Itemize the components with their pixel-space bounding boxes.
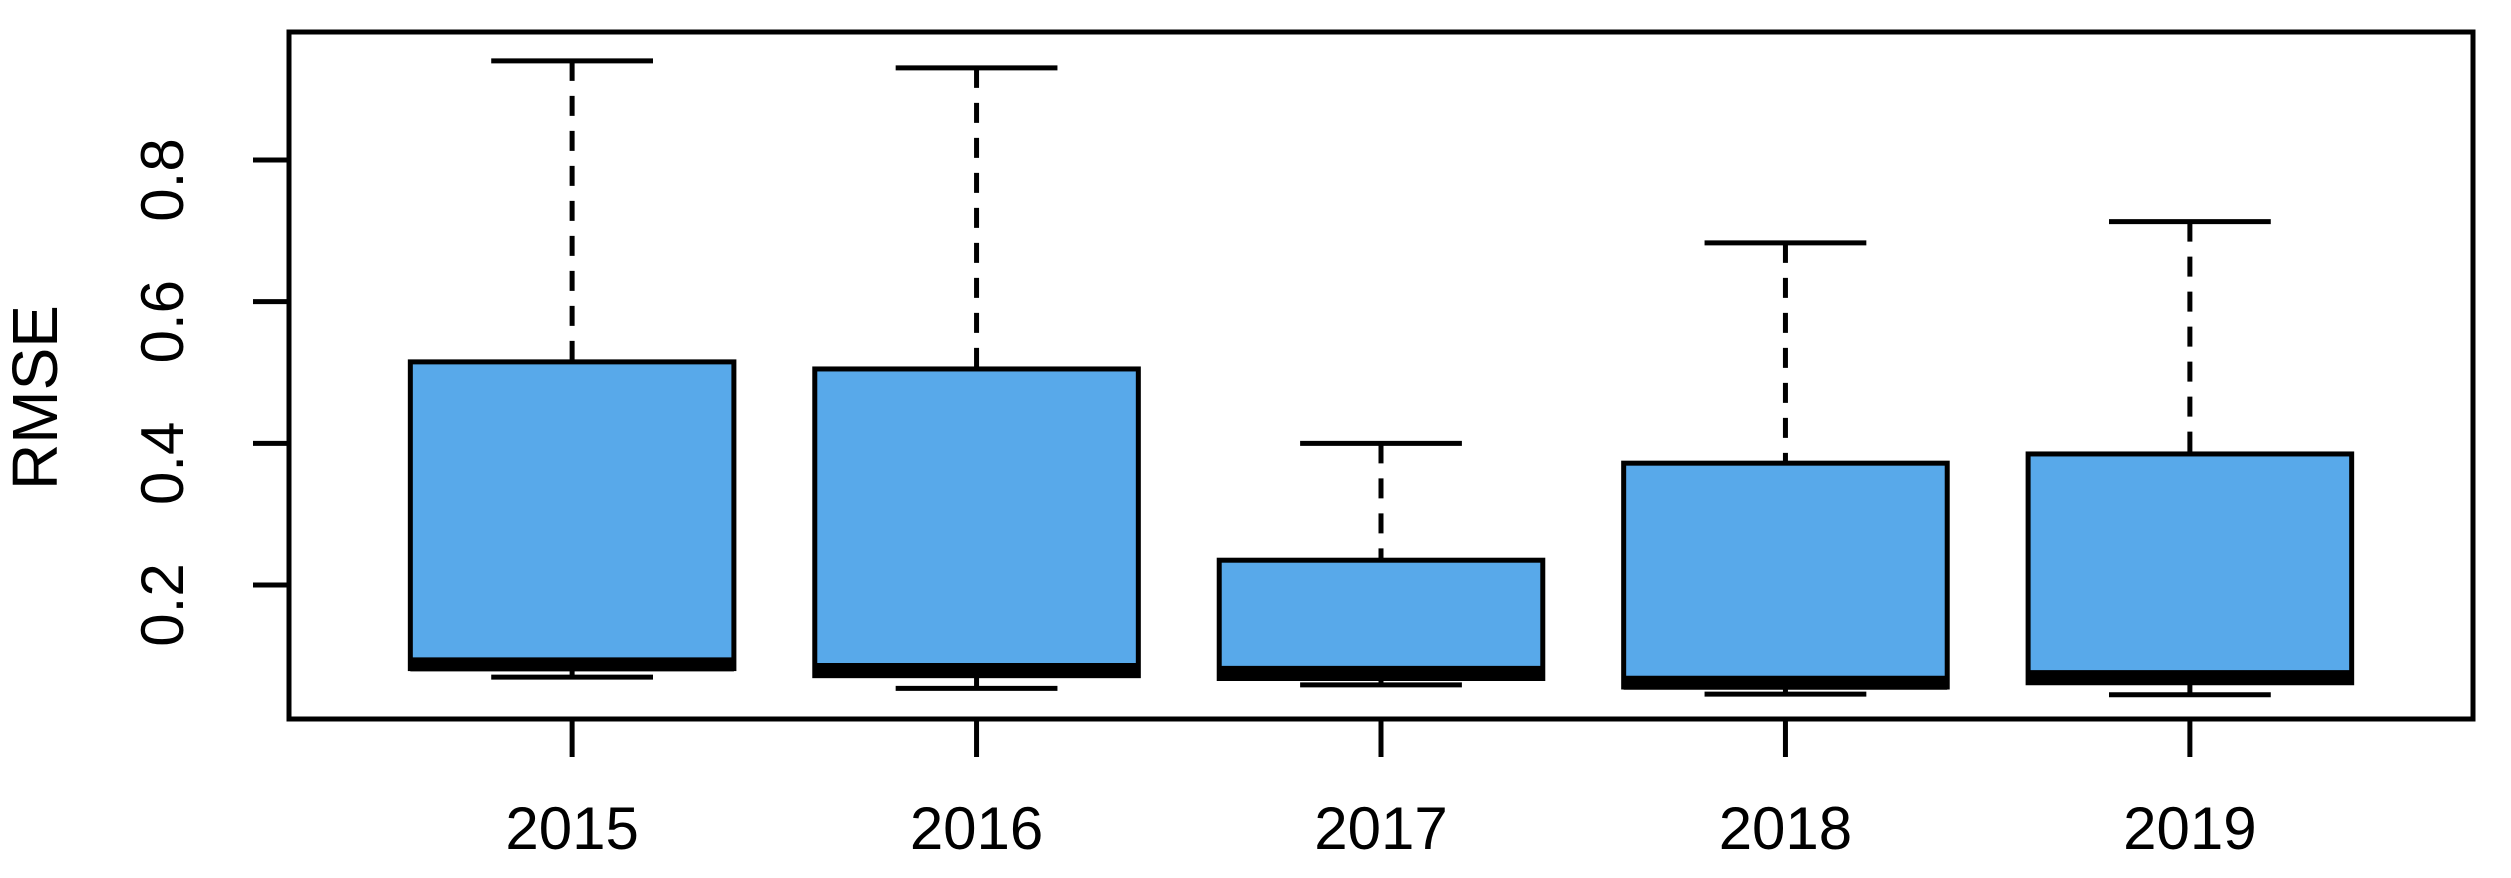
- y-axis-title: RMSE: [0, 305, 71, 490]
- x-tick-label: 2019: [2123, 795, 2256, 862]
- x-tick-label: 2016: [910, 795, 1043, 862]
- y-tick-label: 0.6: [129, 280, 196, 363]
- x-tick-label: 2017: [1314, 795, 1447, 862]
- y-tick-label: 0.8: [129, 138, 196, 221]
- y-tick-label: 0.2: [129, 563, 196, 646]
- x-tick-label: 2018: [1719, 795, 1852, 862]
- box-2018: [1621, 460, 1950, 690]
- x-tick-label: 2015: [505, 795, 638, 862]
- box-2017: [1216, 557, 1546, 681]
- box-2016: [812, 366, 1141, 679]
- box-2015: [407, 359, 737, 672]
- box-2019: [2025, 451, 2355, 686]
- y-tick-label: 0.4: [129, 422, 196, 505]
